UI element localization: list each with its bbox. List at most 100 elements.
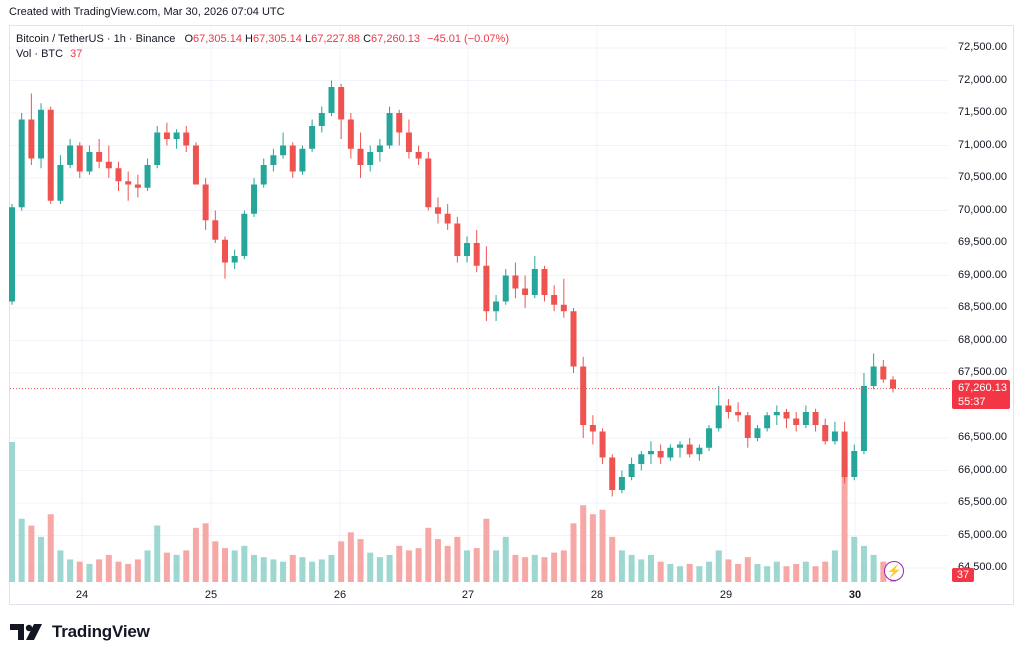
candle-body: [289, 145, 296, 172]
candle-body: [309, 126, 316, 149]
candle-body: [802, 412, 809, 425]
volume-bar: [299, 557, 306, 582]
candle-body: [570, 311, 577, 367]
tradingview-logo-icon: [10, 624, 42, 640]
volume-label[interactable]: Vol · BTC: [16, 48, 64, 60]
candle-body: [454, 223, 461, 256]
volume-bar: [86, 563, 93, 582]
candle-body: [434, 207, 441, 214]
volume-bar: [531, 554, 538, 582]
candle-body: [773, 412, 780, 416]
candle-body: [357, 148, 364, 165]
candle-body: [822, 425, 829, 442]
volume-bar: [570, 523, 577, 582]
flash-icon[interactable]: ⚡: [884, 561, 904, 581]
volume-bar: [580, 505, 587, 582]
candle-body: [696, 447, 703, 455]
volume-bar: [183, 550, 190, 582]
candle-body: [677, 444, 684, 448]
volume-bar: [444, 545, 451, 582]
volume-bar: [551, 552, 558, 582]
price-tick-label: 66,500.00: [958, 431, 1007, 443]
volume-bar: [154, 525, 161, 582]
candle-body: [889, 379, 897, 389]
volume-bar: [822, 561, 829, 582]
volume-bar: [783, 566, 790, 582]
volume-bar: [260, 557, 267, 582]
volume-bar: [144, 550, 151, 582]
chart-frame[interactable]: [9, 25, 1014, 605]
volume-bar: [870, 554, 877, 582]
volume-bar: [880, 561, 887, 582]
candle-body: [667, 447, 674, 458]
candle-body: [618, 477, 625, 490]
volume-bar: [309, 561, 316, 582]
tradingview-logo[interactable]: TradingView: [10, 622, 150, 642]
time-tick-label: 28: [590, 589, 604, 601]
candle-body: [134, 184, 141, 188]
time-tick-label: 24: [75, 589, 89, 601]
candle-body: [473, 243, 480, 266]
volume-bar: [76, 561, 83, 582]
candle-body: [86, 152, 93, 172]
price-tick-label: 71,000.00: [958, 138, 1007, 151]
candle-body: [163, 132, 170, 139]
price-tick-label: 69,500.00: [958, 236, 1007, 248]
candle-body: [638, 454, 645, 464]
candle-body: [502, 275, 509, 302]
candle-body: [173, 132, 180, 139]
candle-body: [125, 181, 132, 185]
candle-body: [8, 207, 16, 302]
volume-bar: [318, 559, 325, 582]
high-value: 67,305.14: [252, 33, 302, 45]
volume-bar: [618, 550, 625, 582]
legend-ohlc-row: Bitcoin / TetherUS · 1h · Binance O67,30…: [16, 32, 509, 47]
volume-bar: [96, 559, 103, 582]
change-value: −45.01 (−0.07%): [427, 33, 509, 45]
volume-bar: [686, 563, 693, 582]
volume-bar: [338, 541, 345, 582]
candle-body: [551, 295, 558, 305]
candle-body: [512, 275, 519, 289]
price-tick-label: 68,000.00: [958, 333, 1007, 346]
candle-body: [154, 132, 161, 165]
volume-bar: [202, 523, 209, 582]
volume-bar: [57, 550, 64, 582]
volume-bar: [725, 559, 732, 582]
symbol-label[interactable]: Bitcoin / TetherUS · 1h · Binance: [16, 33, 176, 45]
candle-body: [541, 269, 548, 295]
candle-body: [318, 113, 325, 126]
volume-bar: [464, 550, 471, 582]
candle-body: [831, 431, 838, 442]
volume-bar: [434, 539, 441, 582]
volume-bar: [192, 527, 199, 582]
candle-body: [686, 444, 693, 455]
volume-bar: [696, 566, 703, 582]
price-tick-label: 67,500.00: [958, 366, 1007, 378]
low-label: L: [304, 33, 312, 45]
candle-body: [212, 220, 219, 240]
volume-bar: [376, 557, 383, 582]
open-value: 67,305.14: [193, 33, 242, 45]
brand-name: TradingView: [52, 622, 150, 641]
volume-bar: [715, 550, 722, 582]
volume-tag: 37: [952, 568, 974, 582]
volume-bar: [134, 559, 141, 582]
volume-bar: [125, 563, 132, 582]
candle-body: [425, 158, 432, 208]
candle-body: [560, 304, 567, 312]
candle-body: [115, 168, 122, 182]
volume-bar: [231, 550, 238, 582]
volume-bar: [28, 525, 35, 582]
time-tick-label: 26: [333, 589, 347, 601]
price-tick-label: 65,500.00: [958, 496, 1007, 508]
volume-bar: [347, 532, 354, 582]
volume-bar: [163, 552, 170, 582]
candle-body: [464, 243, 471, 256]
volume-bar: [541, 557, 548, 582]
price-tick-label: 70,500.00: [958, 171, 1007, 183]
candle-body: [241, 213, 248, 256]
volume-bar: [851, 536, 858, 582]
volume-bar: [38, 536, 45, 582]
